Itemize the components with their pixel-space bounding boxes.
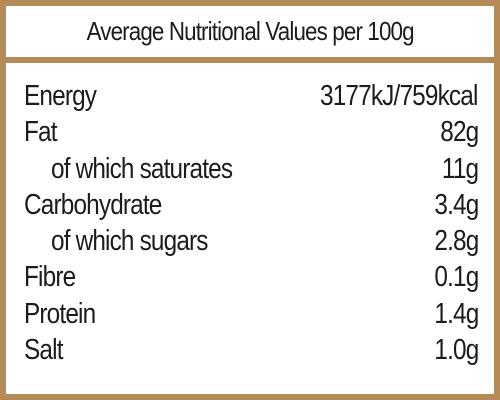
nutrient-rows: Energy 3177kJ/759kcal Fat 82g of which s… [6,80,494,370]
nutrient-name: of which sugars [51,225,208,258]
nutrient-value: 82g [439,116,479,149]
nutrient-name: Protein [24,297,96,330]
nutrient-name: Fibre [24,261,76,294]
nutrient-name: Fat [24,116,58,149]
nutrient-name: Carbohydrate [24,188,162,221]
table-title: Average Nutritional Values per 100g [86,16,414,46]
nutrient-row-saturates: of which saturates 11g [6,153,494,189]
nutrient-value: 0.1g [433,261,479,294]
table-header: Average Nutritional Values per 100g [6,6,494,63]
nutrient-value: 11g [441,152,479,185]
nutrient-row-sugars: of which sugars 2.8g [6,225,494,261]
nutrient-name: of which saturates [51,152,233,185]
nutrient-row-energy: Energy 3177kJ/759kcal [6,80,494,116]
nutrient-row-carbohydrate: Carbohydrate 3.4g [6,189,494,225]
nutrient-name: Salt [24,334,63,367]
nutrient-row-fibre: Fibre 0.1g [6,261,494,297]
nutrient-row-fat: Fat 82g [6,116,494,152]
nutrient-value: 2.8g [433,225,479,258]
nutrient-value: 1.4g [433,297,479,330]
nutrient-row-protein: Protein 1.4g [6,298,494,334]
nutrient-row-salt: Salt 1.0g [6,334,494,370]
nutrient-value: 3.4g [433,188,479,221]
nutrient-value: 3177kJ/759kcal [320,80,478,112]
nutrient-name: Energy [24,80,97,112]
nutrient-value: 1.0g [433,334,479,367]
